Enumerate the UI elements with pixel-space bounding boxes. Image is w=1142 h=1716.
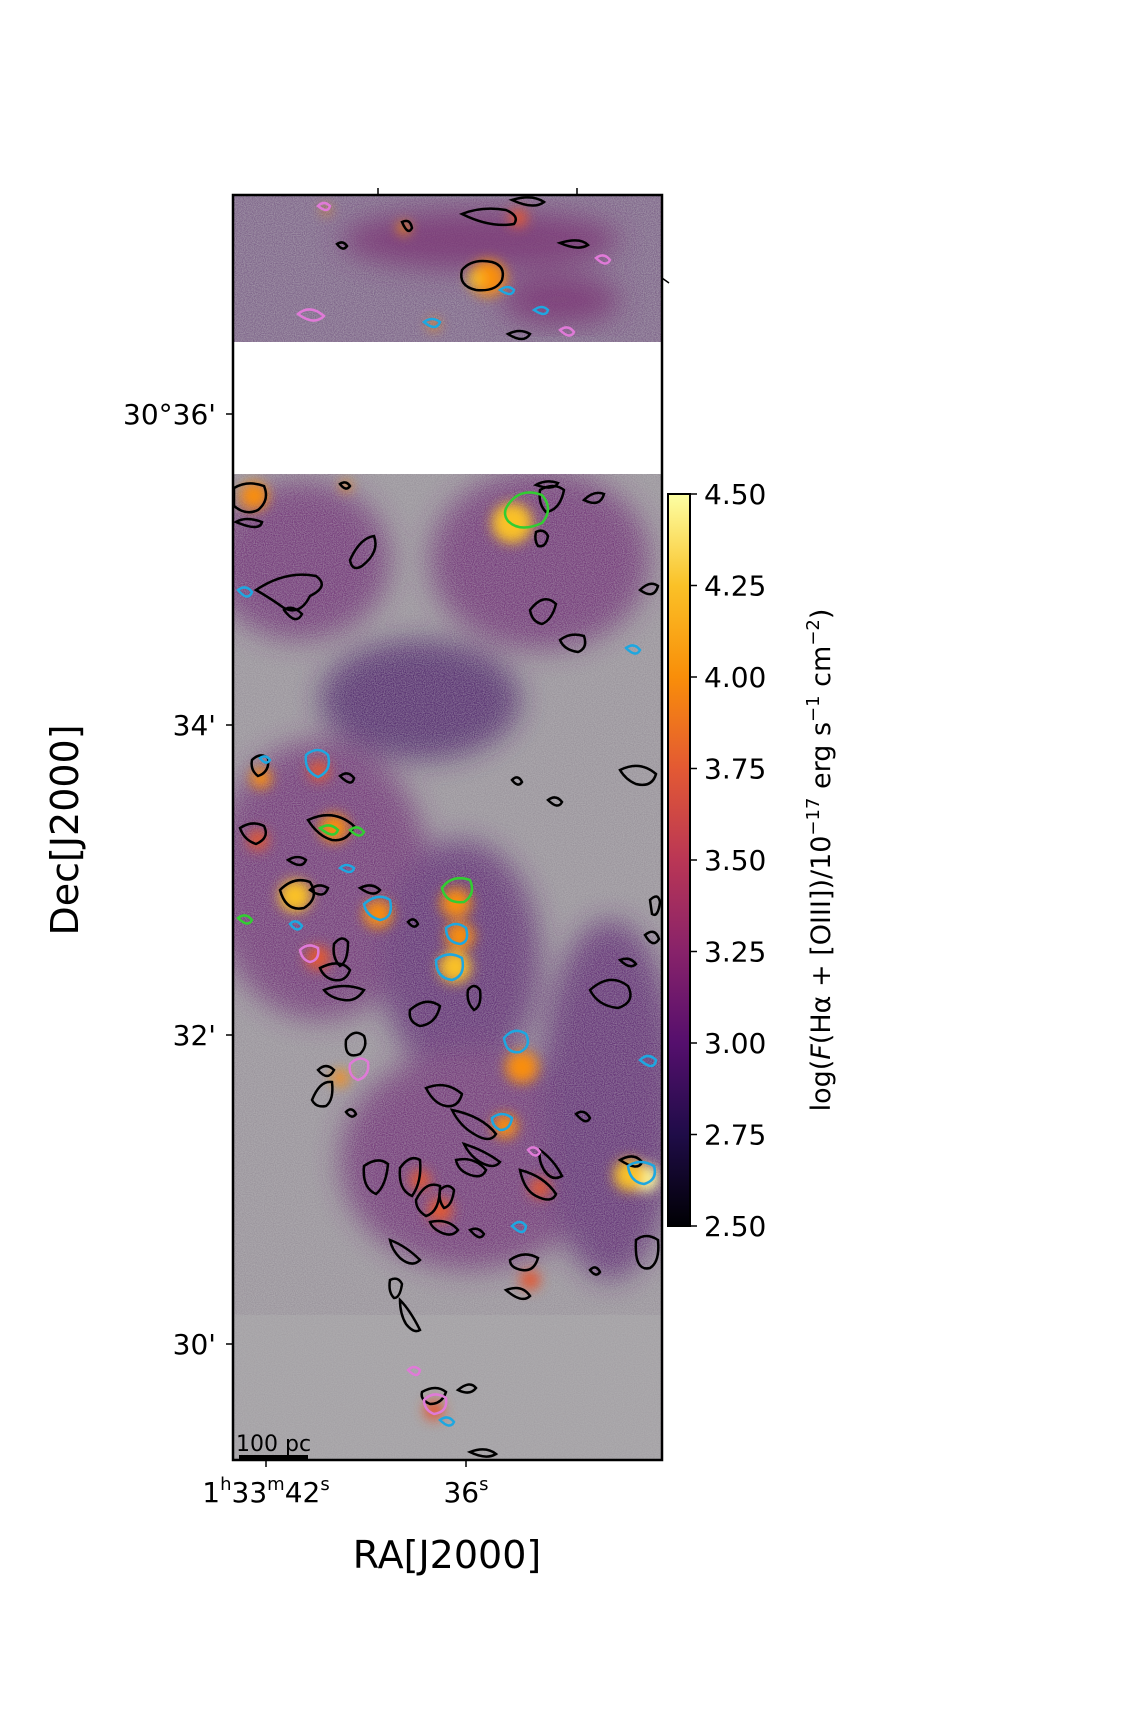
image-strip-top (233, 195, 662, 342)
colorbar-ticks: 4.50 4.25 4.00 3.75 3.50 3.25 3.00 2.75 2.50 (690, 478, 766, 1243)
colorbar-label: log(F(Hα + [OIII])/10−17 erg s−1 cm−2) (803, 609, 837, 1112)
colorbar-tick-label: 2.50 (704, 1210, 766, 1243)
y-axis: 30°36' 34' 32' 30' Dec[J2000] (43, 398, 233, 1361)
scale-bar-label: 100 pc (236, 1432, 311, 1457)
colorbar: 4.50 4.25 4.00 3.75 3.50 3.25 3.00 2.75 2.50 log… (667, 478, 837, 1243)
x-tick-label: 36s (443, 1474, 488, 1509)
colorbar-tick-label: 3.25 (704, 936, 766, 969)
x-axis-label: RA[J2000] (353, 1533, 541, 1577)
colorbar-tick-label: 4.25 (704, 570, 766, 603)
colorbar-tick-label: 4.00 (704, 661, 766, 694)
image-panel: 100 pc (231, 188, 670, 1462)
image-main (233, 474, 662, 1460)
top-ticks (377, 188, 670, 284)
colorbar-tick-label: 3.00 (704, 1027, 766, 1060)
y-tick-label: 32' (173, 1019, 216, 1052)
colorbar-fill (667, 493, 691, 1227)
y-tick-label: 30' (173, 1328, 216, 1361)
x-tick-label: 1h33m42s (202, 1474, 329, 1509)
y-tick-label: 30°36' (123, 398, 216, 431)
x-axis: 1h33m42s 36s RA[J2000] (202, 1460, 541, 1577)
y-tick-label: 34' (173, 709, 216, 742)
image-frame (231, 193, 664, 1462)
y-axis-label: Dec[J2000] (43, 724, 87, 935)
colorbar-tick-label: 2.75 (704, 1119, 766, 1152)
contours-main (233, 480, 662, 1458)
contours-top (295, 196, 612, 341)
colorbar-tick-label: 3.75 (704, 753, 766, 786)
colorbar-tick-label: 3.50 (704, 844, 766, 877)
colorbar-tick-label: 4.50 (704, 478, 766, 511)
